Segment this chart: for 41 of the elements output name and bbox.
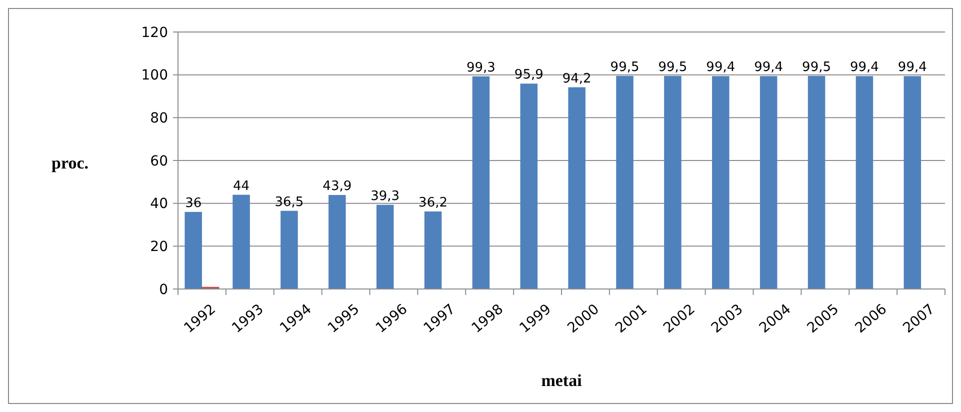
data-label: 43,9 — [322, 178, 352, 194]
bar — [184, 212, 202, 289]
data-label: 99,4 — [754, 60, 784, 76]
data-label: 95,9 — [514, 68, 544, 83]
data-label: 36,5 — [274, 194, 304, 210]
data-label: 39,3 — [370, 188, 400, 204]
y-tick-label: 0 — [159, 282, 168, 298]
data-label: 99,4 — [850, 60, 879, 76]
data-label: 36,2 — [418, 195, 448, 210]
y-tick-label: 60 — [150, 153, 168, 170]
bar — [904, 76, 922, 289]
data-label: 99,3 — [466, 60, 496, 76]
data-label: 99,4 — [706, 60, 736, 76]
data-label: 44 — [233, 178, 250, 194]
bar — [568, 87, 586, 289]
y-tick-label: 40 — [150, 196, 168, 212]
bar — [760, 76, 778, 289]
bar — [424, 211, 442, 289]
data-label: 94,2 — [562, 71, 592, 86]
bar — [616, 76, 634, 289]
bar — [520, 84, 538, 289]
bar — [328, 194, 346, 289]
y-axis-title: proc. — [52, 154, 88, 172]
data-label: 99,5 — [610, 60, 640, 75]
bar — [472, 76, 490, 289]
bar — [664, 76, 682, 289]
bar — [232, 194, 250, 289]
y-tick-label: 20 — [150, 239, 168, 256]
bar — [856, 76, 874, 289]
bar — [712, 76, 730, 289]
data-label: 99,5 — [802, 60, 832, 75]
y-tick-label: 100 — [141, 68, 168, 84]
data-label: 36 — [185, 196, 202, 211]
bar — [280, 210, 298, 289]
bar — [808, 76, 826, 289]
y-tick-label: 80 — [150, 110, 168, 127]
bar — [376, 204, 394, 289]
x-axis-title: metai — [541, 371, 582, 390]
data-label: 99,5 — [658, 60, 688, 75]
data-label: 99,4 — [898, 60, 927, 76]
y-tick-label: 120 — [141, 24, 168, 41]
